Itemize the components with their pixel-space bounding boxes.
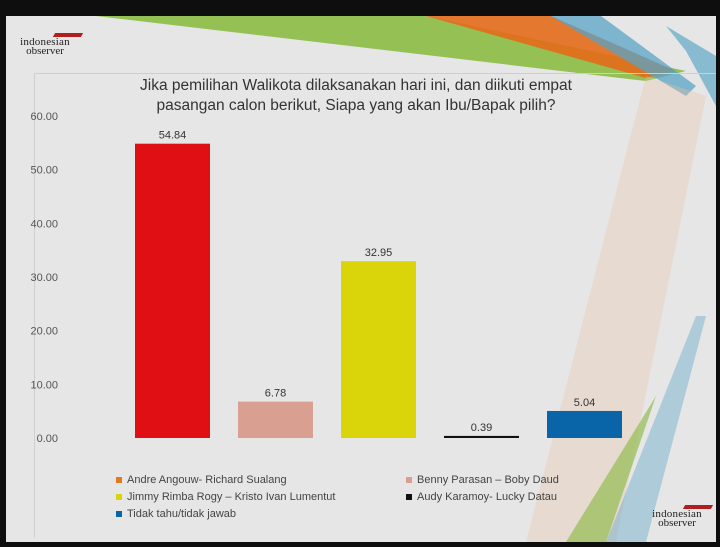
y-tick-label: 20.00 xyxy=(30,326,58,338)
chart-title-line-1: Jika pemilihan Walikota dilaksanakan har… xyxy=(140,77,572,94)
legend-swatch xyxy=(116,494,122,500)
chart-frame: indonesian observer Jika pemilihan Walik… xyxy=(6,16,716,542)
y-tick-label: 10.00 xyxy=(30,379,58,391)
legend-swatch xyxy=(116,511,122,517)
brand-line2: observer xyxy=(658,517,696,529)
legend-label: Jimmy Rimba Rogy – Kristo Ivan Lumentut xyxy=(127,491,336,503)
brand-logo-bottom: indonesian observer xyxy=(646,505,714,529)
legend-label: Benny Parasan – Boby Daud xyxy=(417,474,559,486)
bar-value-label: 54.84 xyxy=(159,130,187,142)
decor-stripe-blue xyxy=(551,16,696,96)
y-tick-label: 30.00 xyxy=(30,272,58,284)
bar-1 xyxy=(135,143,210,438)
bar-value-label: 32.95 xyxy=(365,247,393,259)
bar-chart: 0.00 10.00 20.00 30.00 40.00 50.00 60.00 54.84 6… xyxy=(30,111,622,445)
bar-value-label: 6.78 xyxy=(265,388,286,400)
y-tick-label: 0.00 xyxy=(37,433,58,445)
y-tick-label: 60.00 xyxy=(30,111,58,123)
legend-item: Audy Karamoy- Lucky Datau xyxy=(406,491,557,503)
brand-line1: indonesian xyxy=(20,36,70,48)
legend-label: Andre Angouw- Richard Sualang xyxy=(127,474,287,486)
legend-swatch xyxy=(406,494,412,500)
legend-item: Jimmy Rimba Rogy – Kristo Ivan Lumentut xyxy=(116,491,335,503)
y-tick-label: 40.00 xyxy=(30,218,58,230)
bar-4 xyxy=(444,435,519,438)
decor-stripe-green xyxy=(96,16,686,81)
legend-swatch xyxy=(116,477,122,483)
bar-2 xyxy=(238,401,313,438)
decor-stripe-orange xyxy=(426,16,676,78)
bar-value-label: 0.39 xyxy=(471,422,492,434)
legend-label: Audy Karamoy- Lucky Datau xyxy=(417,491,558,503)
legend-item: Andre Angouw- Richard Sualang xyxy=(116,474,287,486)
decor-stripe-blue-bottom xyxy=(606,316,706,542)
brand-line2: observer xyxy=(26,45,64,57)
legend-item: Benny Parasan – Boby Daud xyxy=(406,474,559,486)
brand-logo-top: indonesian observer xyxy=(14,33,84,57)
decor-stripe-teal xyxy=(666,26,716,106)
chart-border xyxy=(34,73,716,538)
legend-label: Tidak tahu/tidak jawab xyxy=(127,508,237,520)
y-tick-label: 50.00 xyxy=(30,165,58,177)
brand-line1: indonesian xyxy=(652,508,702,520)
bar-3 xyxy=(341,261,416,438)
legend-swatch xyxy=(406,477,412,483)
chart-title-line-2: pasangan calon berikut, Siapa yang akan … xyxy=(156,97,556,114)
brand-logo-mark xyxy=(682,505,714,509)
decor-stripe-green-bottom xyxy=(566,396,656,542)
legend-item: Tidak tahu/tidak jawab xyxy=(116,508,236,520)
bar-value-label: 5.04 xyxy=(574,397,595,409)
bar-5 xyxy=(547,410,622,438)
chart-title: Jika pemilihan Walikota dilaksanakan har… xyxy=(96,76,616,116)
